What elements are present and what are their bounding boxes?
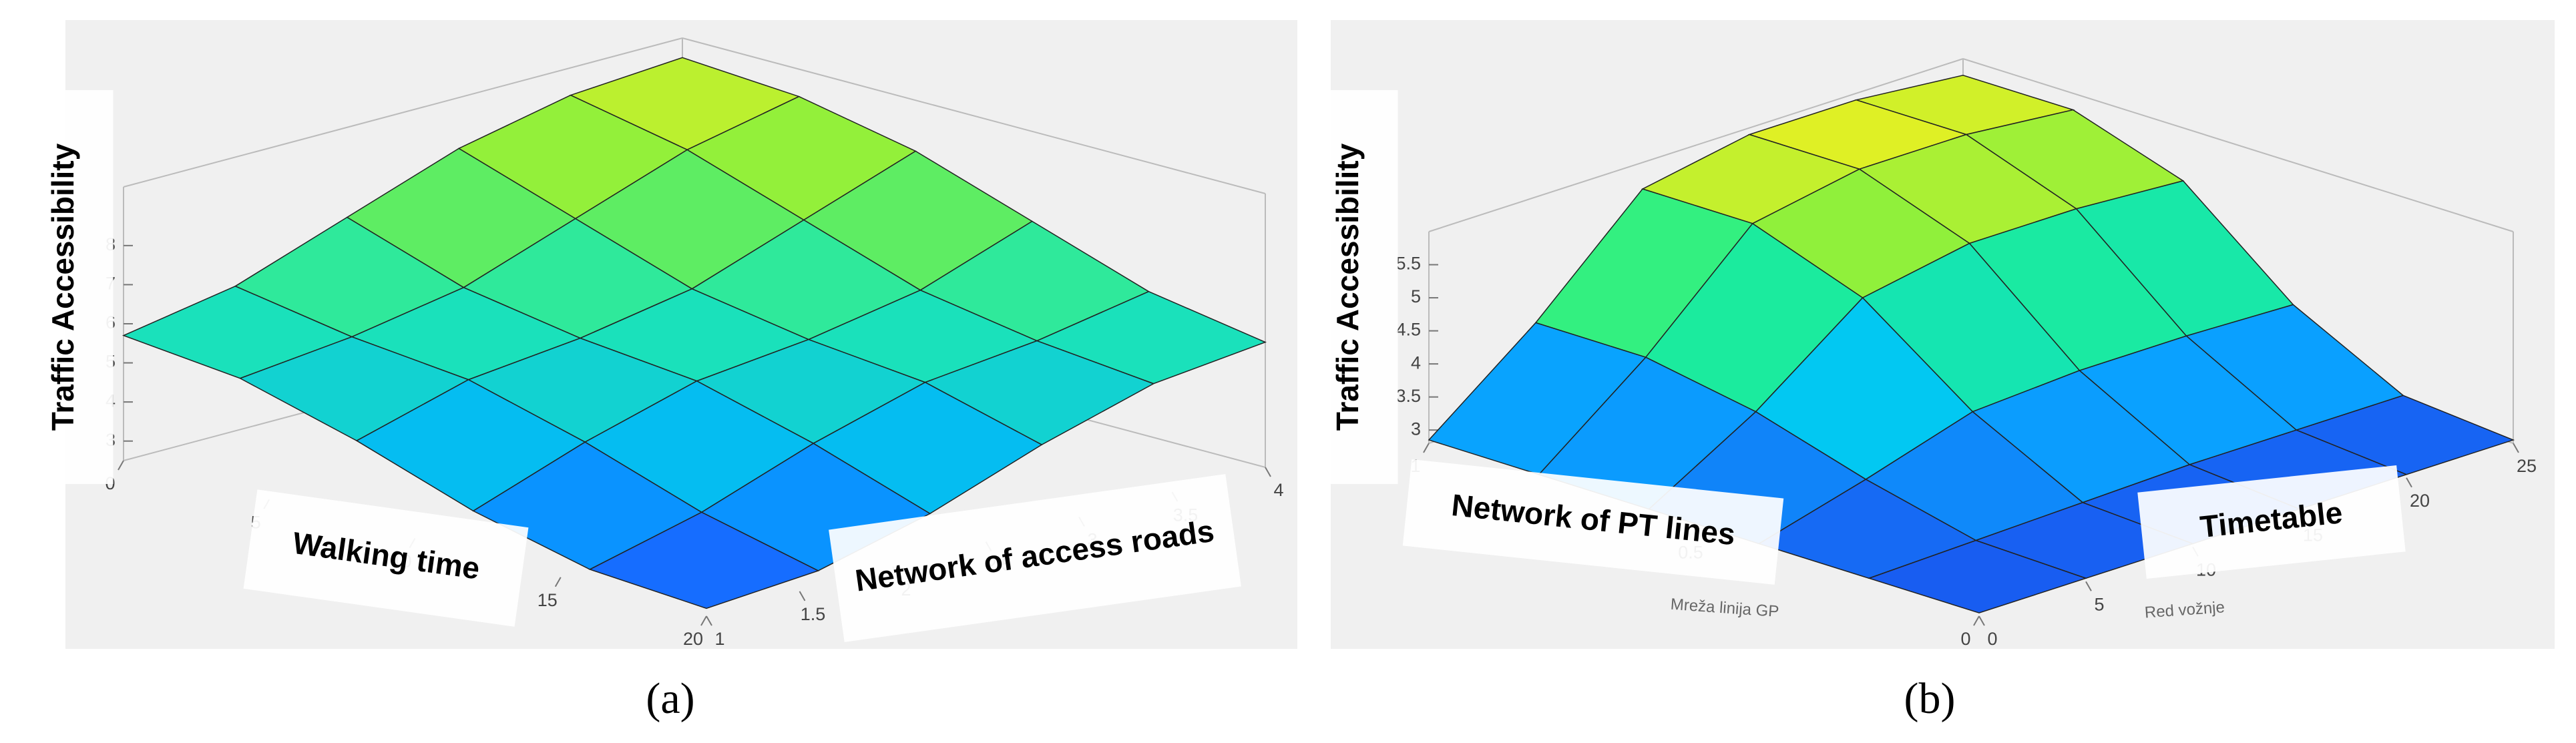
- z-tick-label: 3.5: [1396, 386, 1421, 406]
- y-tick-label: 1: [714, 629, 724, 649]
- z-axis-label-box: Traffic Accessibility: [17, 90, 114, 484]
- y-tick: [2085, 581, 2092, 591]
- z-tick-label: 5.5: [1396, 254, 1421, 274]
- z-axis-label: Traffic Accessibility: [45, 143, 80, 431]
- y-tick: [1265, 467, 1271, 477]
- y-axis-label-box: Network of access roads: [829, 474, 1241, 642]
- z-tick-label: 3: [1411, 419, 1421, 439]
- surface-patch: [1867, 539, 2088, 613]
- z-axis-label: Traffic Accessibility: [1330, 143, 1365, 431]
- x-axis-label-box: Walking time: [243, 489, 529, 627]
- label-background: [1302, 90, 1398, 484]
- y-tick-label: 0: [1987, 629, 1997, 649]
- label-background: [243, 489, 529, 627]
- y-tick-label: 25: [2517, 456, 2537, 476]
- label-background: [2137, 465, 2406, 579]
- axis-box-edge: [682, 37, 1266, 194]
- y-tick: [706, 615, 712, 626]
- y-tick: [1978, 615, 1985, 626]
- x-tick-label: 20: [683, 629, 703, 649]
- x-tick-label: 15: [538, 590, 558, 610]
- axis-box-edge: [1962, 58, 2514, 232]
- x-tick: [700, 615, 707, 626]
- axis-box-edge: [123, 37, 683, 188]
- x-tick: [554, 577, 562, 587]
- x-axis-label-box: Network of PT lines: [1402, 459, 1784, 585]
- y-tick-label: 1.5: [801, 604, 826, 624]
- panel: 33.544.555.500.510510152025Mreža linija …: [1302, 20, 2555, 723]
- y-tick-label: 4: [1273, 480, 1283, 500]
- z-tick-label: 4.5: [1396, 320, 1421, 340]
- x-tick: [118, 460, 124, 471]
- z-axis-label-box: Traffic Accessibility: [1302, 90, 1398, 484]
- y-axis-label-box: Timetable: [2137, 465, 2406, 579]
- label-background: [1402, 459, 1784, 585]
- label-background: [829, 474, 1241, 642]
- y-tick-label: 20: [2410, 491, 2430, 511]
- z-tick-label: 4: [1411, 352, 1421, 373]
- y-tick: [2406, 477, 2412, 488]
- surface-patch: [588, 511, 820, 609]
- y-tick-label: 5: [2094, 594, 2104, 614]
- y-tick: [2513, 443, 2519, 453]
- y-tick: [799, 591, 806, 601]
- x-tick: [1423, 443, 1430, 453]
- panel-caption: (a): [646, 674, 694, 723]
- x-tick-label: 0: [1960, 629, 1970, 649]
- z-tick-label: 5: [1411, 286, 1421, 306]
- axis-box-edge: [1428, 58, 1964, 232]
- x-tick: [1973, 615, 1980, 626]
- label-background: [17, 90, 114, 484]
- panel-caption: (b): [1904, 674, 1956, 723]
